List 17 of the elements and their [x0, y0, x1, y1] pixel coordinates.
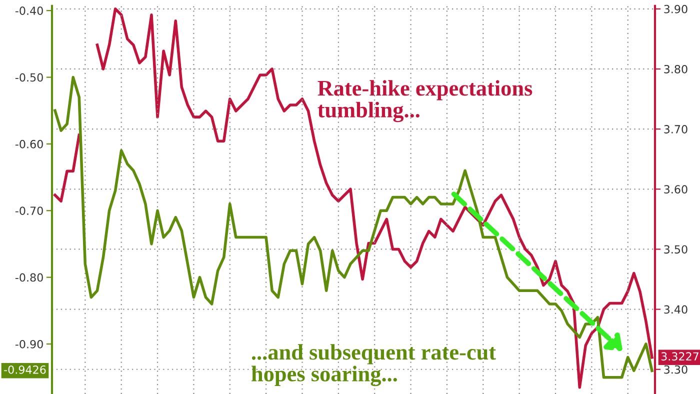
y2-tick-label: 3.70 — [664, 125, 688, 134]
y-tick-label: -0.50 — [15, 73, 43, 82]
y-tick-label: -0.70 — [15, 206, 43, 216]
text: -0.9426 — [4, 365, 46, 374]
y2-tick-label: 3.30 — [664, 365, 688, 374]
y2-tick-label: 3.50 — [664, 245, 688, 254]
y2-tick-label: 3.90 — [664, 4, 688, 14]
annotation: ...and subsequent rate-cut hopes soaring... — [252, 344, 496, 386]
text: 3.3227 — [661, 352, 698, 361]
y-tick-label: -0.40 — [15, 6, 43, 15]
y-tick-label: -0.90 — [15, 340, 43, 348]
y-tick-label: -0.80 — [15, 273, 43, 282]
y-tick-label: -0.60 — [15, 140, 43, 148]
y2-tick-label: 3.80 — [664, 64, 688, 74]
annotation: Rate-hike expectations tumbling... — [318, 80, 532, 122]
y2-tick-label: 3.60 — [664, 185, 688, 194]
y2-tick-label: 3.40 — [664, 305, 688, 314]
